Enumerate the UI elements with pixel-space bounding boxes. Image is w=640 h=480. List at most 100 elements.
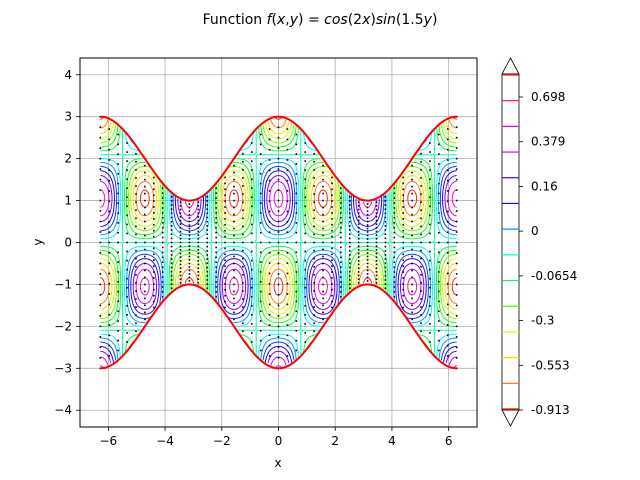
mesh-point <box>242 177 244 179</box>
mesh-point <box>224 200 226 202</box>
mesh-point <box>206 287 209 290</box>
mesh-point <box>268 128 271 130</box>
mesh-point <box>242 257 244 260</box>
mesh-point <box>108 128 111 130</box>
mesh-point <box>295 182 298 185</box>
mesh-point <box>233 199 235 202</box>
mesh-point <box>152 223 155 226</box>
y-tick-label: 3 <box>64 110 72 124</box>
mesh-point <box>304 223 307 226</box>
mesh-point <box>295 241 298 244</box>
mesh-point <box>277 325 280 328</box>
mesh-point <box>322 276 324 279</box>
mesh-point <box>135 265 137 268</box>
mesh-point <box>420 306 422 308</box>
mesh-point <box>366 259 369 261</box>
mesh-point <box>233 213 235 216</box>
contour-line <box>100 116 457 296</box>
mesh-point <box>295 310 298 313</box>
contour-line <box>100 124 457 320</box>
mesh-point <box>188 245 191 247</box>
title-math-part: x <box>276 12 286 28</box>
mesh-point <box>117 202 119 205</box>
mesh-point <box>446 293 449 295</box>
mesh-point <box>304 187 307 190</box>
mesh-point <box>259 143 262 146</box>
mesh-point <box>402 176 405 179</box>
mesh-point <box>135 177 137 179</box>
mesh-point <box>170 258 173 260</box>
mesh-point <box>375 223 378 225</box>
mesh-point <box>188 220 191 223</box>
mesh-point <box>429 259 431 262</box>
mesh-point <box>348 225 351 227</box>
mesh-point <box>277 168 280 170</box>
mesh-point <box>188 273 191 275</box>
mesh-point <box>420 241 422 244</box>
mesh-point <box>366 213 369 216</box>
mesh-point <box>161 236 164 239</box>
mesh-point <box>429 196 431 199</box>
mesh-point <box>295 212 298 214</box>
mesh-point <box>242 241 244 244</box>
mesh-point <box>429 205 431 208</box>
mesh-point <box>411 297 413 300</box>
mesh-point <box>197 234 200 236</box>
mesh-point <box>402 288 405 291</box>
mesh-point <box>455 315 458 317</box>
colorbar-tick-label: 0.379 <box>531 135 565 149</box>
mesh-point <box>402 259 405 262</box>
mesh-point <box>384 204 387 206</box>
mesh-point <box>197 274 200 277</box>
mesh-point <box>224 247 226 250</box>
mesh-point <box>420 161 422 163</box>
mesh-point <box>188 217 191 219</box>
mesh-point <box>161 192 164 194</box>
mesh-point <box>117 280 119 283</box>
mesh-point <box>411 213 413 216</box>
mesh-point <box>277 189 280 191</box>
mesh-point <box>277 220 280 223</box>
mesh-point <box>224 300 226 303</box>
mesh-point <box>455 220 458 223</box>
mesh-point <box>455 199 458 202</box>
mesh-point <box>250 178 253 181</box>
mesh-point <box>268 324 271 326</box>
mesh-point <box>99 315 102 317</box>
mesh-point <box>393 276 396 278</box>
mesh-point <box>295 290 298 293</box>
mesh-point <box>144 262 146 265</box>
mesh-point <box>215 187 217 190</box>
mesh-point <box>108 200 111 203</box>
mesh-point <box>402 206 405 208</box>
mesh-point <box>420 201 422 203</box>
mesh-point <box>304 259 307 262</box>
mesh-point <box>233 290 235 293</box>
mesh-point <box>420 193 422 195</box>
mesh-point <box>340 187 342 190</box>
mesh-point <box>197 245 200 247</box>
contour-line <box>100 165 457 361</box>
mesh-point <box>420 185 422 187</box>
mesh-point <box>206 216 209 219</box>
mesh-point <box>188 231 191 233</box>
mesh-point <box>402 283 405 285</box>
mesh-point <box>259 182 262 185</box>
mesh-point <box>215 251 217 254</box>
mesh-point <box>393 217 396 219</box>
y-tick-label: −4 <box>54 403 72 417</box>
mesh-point <box>277 273 280 275</box>
mesh-point <box>197 249 200 251</box>
mesh-point <box>295 320 298 322</box>
mesh-point <box>126 241 128 244</box>
mesh-point <box>384 241 387 244</box>
mesh-point <box>348 245 351 248</box>
y-tick-label: −3 <box>54 361 72 375</box>
mesh-point <box>295 222 298 224</box>
mesh-point <box>322 234 324 237</box>
mesh-point <box>304 142 307 144</box>
mesh-point <box>277 210 280 212</box>
mesh-point <box>438 280 440 283</box>
mesh-point <box>152 188 155 191</box>
mesh-point <box>188 210 191 212</box>
